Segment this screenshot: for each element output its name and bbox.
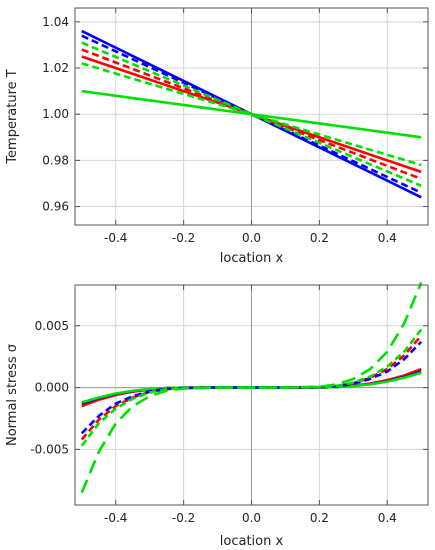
x-tick-label: 0.2 [310, 231, 329, 245]
x-axis-title: location x [220, 534, 284, 549]
series-line-4 [80, 340, 423, 435]
temperature-panel: -0.4 -0.2 0.0 0.2 0.4 0.96 0.98 1.00 1.02 1.04 loc… [5, 7, 429, 266]
x-axis-title: location x [220, 251, 284, 266]
y-tick-label: 0.000 [35, 381, 69, 395]
x-tick-label: 0.0 [242, 231, 261, 245]
x-tick-label: -0.4 [104, 231, 127, 245]
y-tick-label: -0.005 [30, 442, 69, 456]
y-tick-label: 1.02 [42, 61, 69, 75]
series-line-3 [80, 334, 423, 441]
series-line-6 [81, 41, 422, 187]
y-tick-label: 1.00 [42, 107, 69, 121]
x-tick-label: 0.2 [310, 511, 329, 525]
y-axis-title: Normal stress σ [5, 344, 20, 446]
y-tick-label: 1.04 [42, 15, 69, 29]
x-tick-label: 0.4 [378, 231, 397, 245]
y-tick-label: 0.005 [35, 319, 69, 333]
series-line-5 [80, 328, 423, 447]
series-line-5 [81, 62, 422, 167]
normal-stress-panel: -0.4 -0.2 0.0 0.2 0.4 -0.005 0.000 0.005 locatio… [5, 282, 429, 549]
x-tick-label: -0.2 [172, 511, 195, 525]
x-tick-label: -0.2 [172, 231, 195, 245]
series-line-6 [80, 282, 423, 494]
x-tick-label: 0.0 [242, 511, 261, 525]
y-axis-title: Temperature T [5, 69, 20, 164]
series-line-1 [81, 34, 422, 194]
y-tick-label: 0.98 [42, 153, 69, 167]
y-tick-label: 0.96 [42, 200, 69, 214]
x-tick-label: 0.4 [378, 511, 397, 525]
x-tick-label: -0.4 [104, 511, 127, 525]
